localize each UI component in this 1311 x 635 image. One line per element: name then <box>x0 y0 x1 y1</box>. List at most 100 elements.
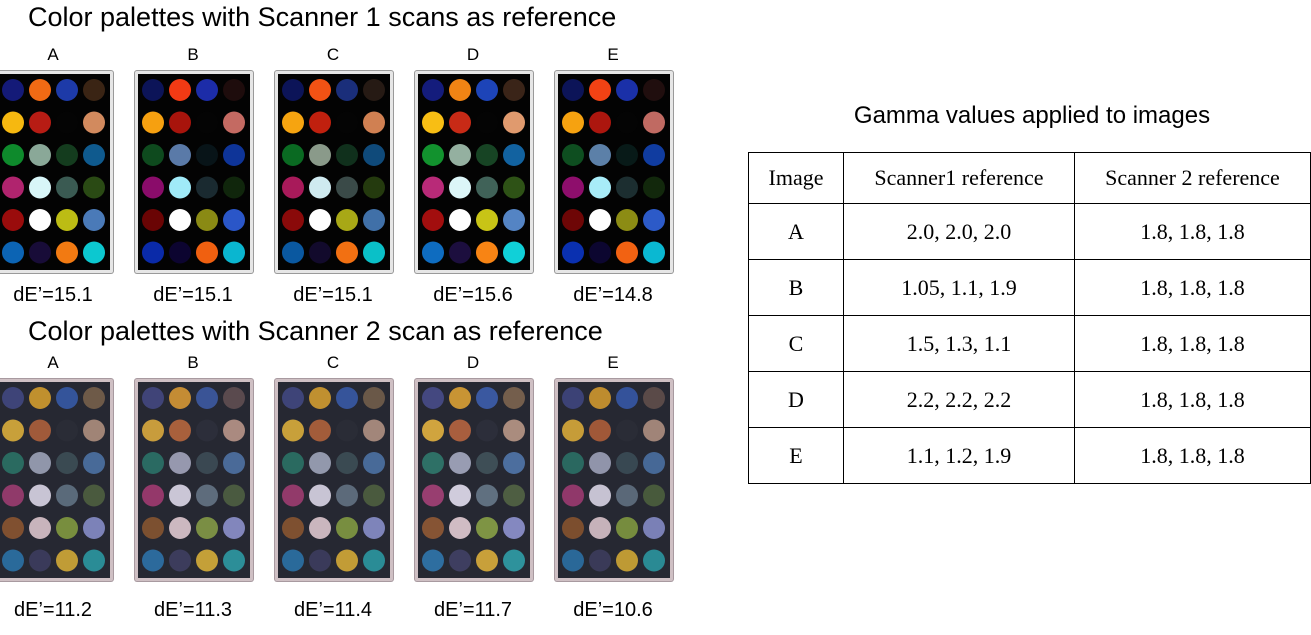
color-dot <box>282 387 304 409</box>
color-dot <box>223 484 245 507</box>
gamma-table-title: Gamma values applied to images <box>853 102 1211 129</box>
color-dot <box>83 111 105 134</box>
color-dot <box>56 176 78 199</box>
color-dot <box>142 111 164 134</box>
color-dot <box>336 549 358 572</box>
color-dot <box>476 209 498 231</box>
color-dot <box>422 549 444 572</box>
color-dot <box>29 387 51 409</box>
color-dot <box>643 517 665 539</box>
color-dot <box>422 209 444 231</box>
table-row: A 2.0, 2.0, 2.0 1.8, 1.8, 1.8 <box>748 203 1311 260</box>
color-dot <box>2 111 24 134</box>
table-row: B 1.05, 1.1, 1.9 1.8, 1.8, 1.8 <box>748 259 1311 316</box>
color-dot <box>282 484 304 507</box>
color-dot <box>562 111 584 134</box>
color-dot <box>562 79 584 101</box>
cell-image: A <box>748 203 844 260</box>
color-dot <box>476 549 498 572</box>
cell-scanner2-gamma: 1.8, 1.8, 1.8 <box>1074 371 1311 428</box>
color-dot <box>56 452 78 474</box>
color-dot <box>83 419 105 442</box>
color-dot <box>56 549 78 572</box>
color-dot <box>589 209 611 231</box>
header-image: Image <box>748 152 844 204</box>
color-dot <box>309 419 331 442</box>
color-dot <box>223 176 245 199</box>
color-dot <box>56 209 78 231</box>
palette-letter: B <box>187 353 199 372</box>
color-dot <box>476 387 498 409</box>
palette-letter: D <box>466 45 480 64</box>
color-dot <box>503 79 525 101</box>
color-dot <box>56 387 78 409</box>
color-palette-image <box>555 379 673 581</box>
color-dot <box>223 209 245 231</box>
color-dot <box>336 176 358 199</box>
color-dot <box>29 144 51 166</box>
color-dot <box>476 484 498 507</box>
color-dot <box>29 517 51 539</box>
delta-e-value: dE’=14.8 <box>573 284 653 306</box>
color-dot <box>562 549 584 572</box>
color-dot <box>336 419 358 442</box>
color-dot <box>2 176 24 199</box>
color-dot <box>616 549 638 572</box>
color-dot <box>223 452 245 474</box>
color-dot <box>223 517 245 539</box>
color-dot <box>336 144 358 166</box>
table-header-row: Image Scanner1 reference Scanner 2 refer… <box>748 152 1311 204</box>
color-dot <box>422 484 444 507</box>
color-dot <box>363 517 385 539</box>
color-dot <box>56 111 78 134</box>
color-dot <box>2 517 24 539</box>
cell-image: E <box>748 427 844 484</box>
color-dot <box>363 111 385 134</box>
color-dot <box>309 241 331 264</box>
color-dot <box>336 79 358 101</box>
color-dot <box>616 111 638 134</box>
color-dot <box>169 144 191 166</box>
color-dot <box>2 484 24 507</box>
color-dot <box>363 241 385 264</box>
color-dot <box>616 209 638 231</box>
color-dot <box>83 209 105 231</box>
table-row: D 2.2, 2.2, 2.2 1.8, 1.8, 1.8 <box>748 371 1311 428</box>
color-dot <box>589 241 611 264</box>
color-dot <box>169 452 191 474</box>
color-dot <box>476 176 498 199</box>
color-palette-image <box>555 71 673 273</box>
color-dot <box>449 111 471 134</box>
color-dot <box>589 517 611 539</box>
color-dot <box>562 484 584 507</box>
color-dot <box>363 452 385 474</box>
color-dot <box>29 452 51 474</box>
color-palette-image <box>135 379 253 581</box>
color-dot <box>309 144 331 166</box>
color-dot <box>29 79 51 101</box>
color-dot <box>83 517 105 539</box>
scanner1-section-title: Color palettes with Scanner 1 scans as r… <box>28 2 617 32</box>
delta-e-value: dE’=15.1 <box>153 284 233 306</box>
color-dot <box>422 176 444 199</box>
cell-scanner1-gamma: 1.05, 1.1, 1.9 <box>843 259 1075 316</box>
color-dot <box>309 517 331 539</box>
color-dot <box>562 387 584 409</box>
color-dot <box>169 387 191 409</box>
color-dot <box>616 241 638 264</box>
palette-letter: E <box>607 45 619 64</box>
color-dot <box>449 209 471 231</box>
color-dot <box>503 517 525 539</box>
color-dot <box>142 419 164 442</box>
palette-letter: A <box>47 353 59 372</box>
color-dot <box>589 176 611 199</box>
color-dot <box>282 111 304 134</box>
color-dot <box>2 452 24 474</box>
color-dot <box>476 241 498 264</box>
color-dot <box>562 209 584 231</box>
color-dot <box>643 176 665 199</box>
cell-scanner2-gamma: 1.8, 1.8, 1.8 <box>1074 315 1311 372</box>
color-dot <box>503 419 525 442</box>
color-dot <box>643 484 665 507</box>
color-dot <box>476 452 498 474</box>
